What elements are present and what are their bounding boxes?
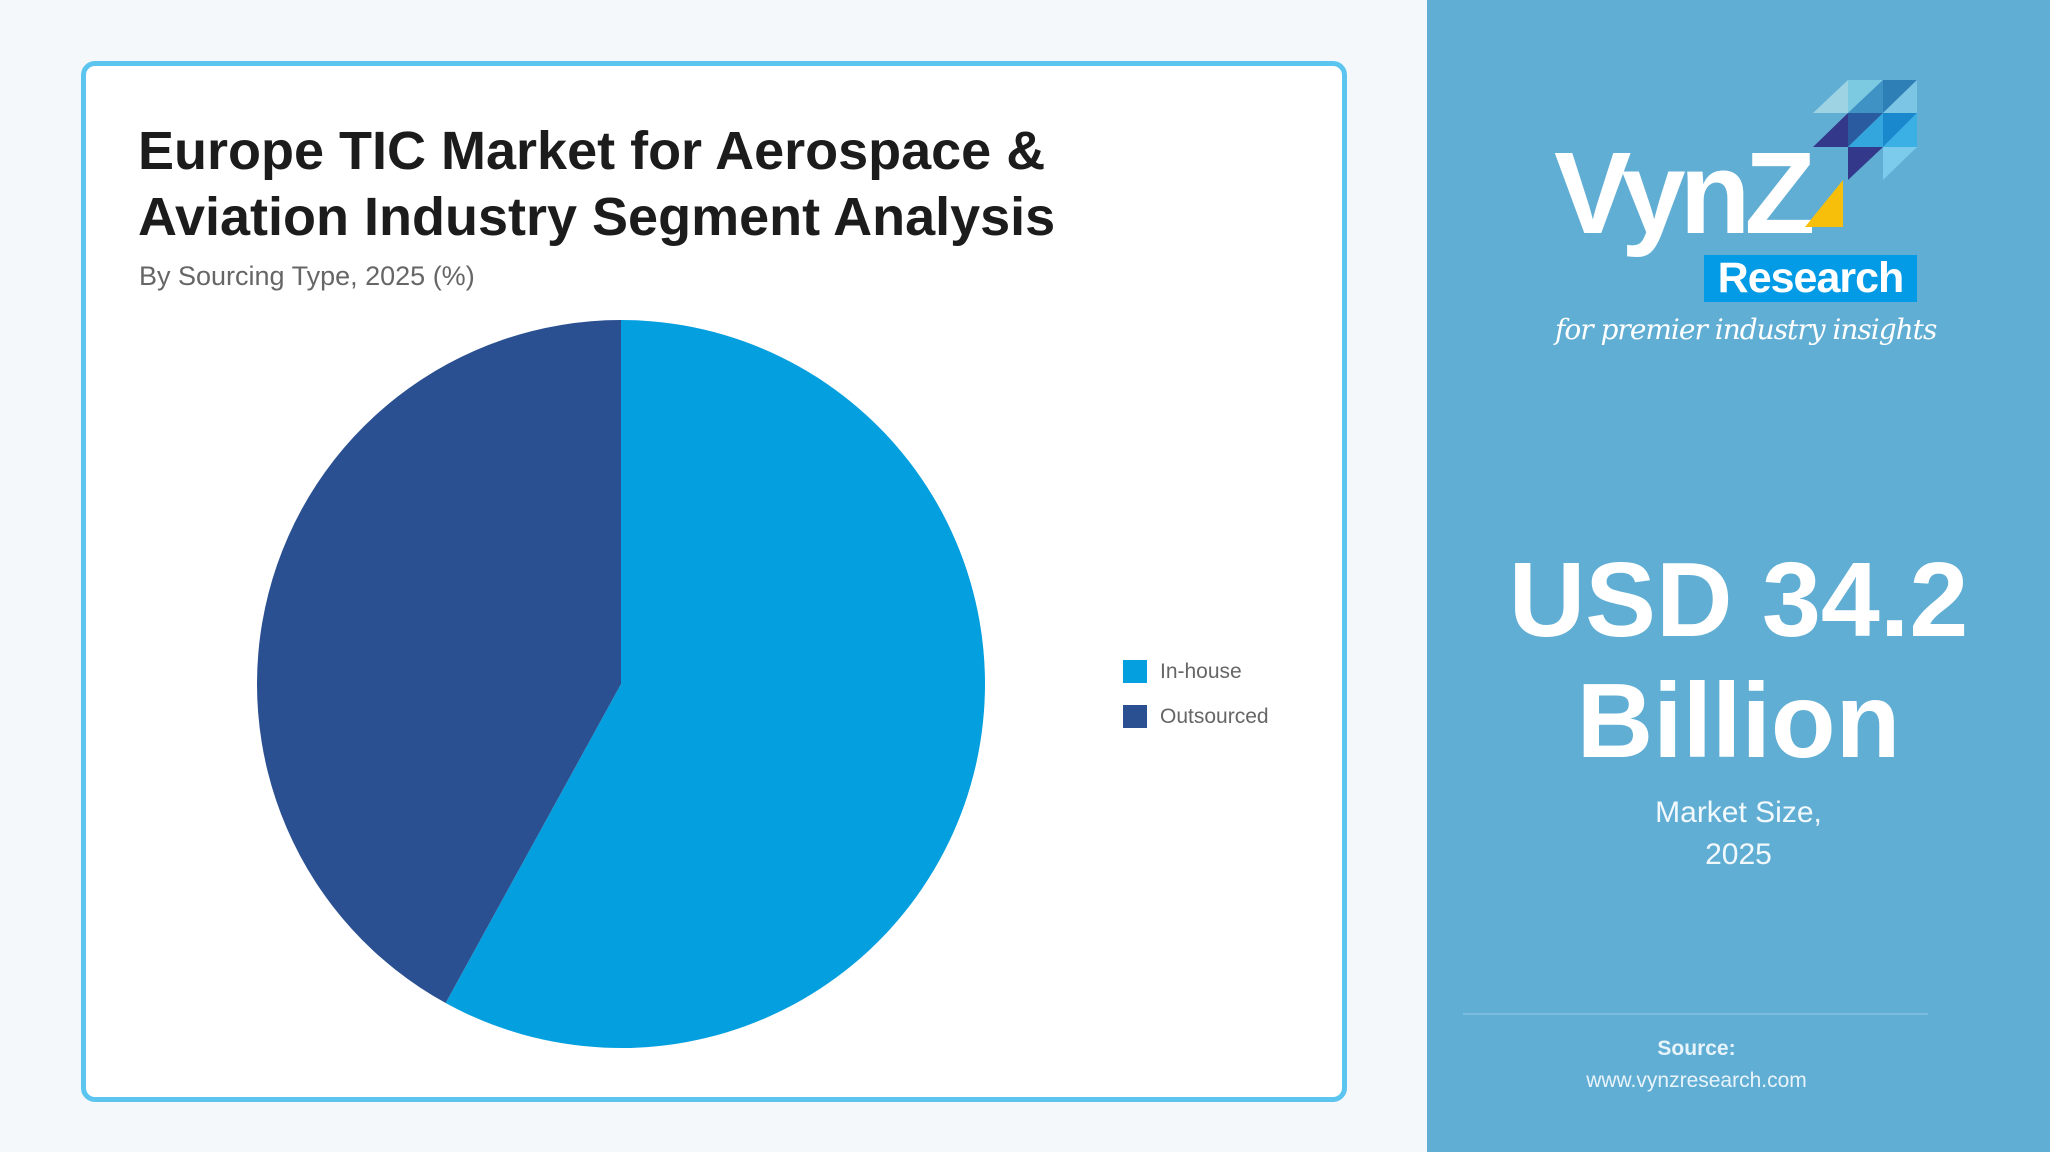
legend-label-in-house: In-house [1160, 659, 1242, 683]
source-label: Source: [1657, 1037, 1736, 1060]
triangle-mosaic-icon [1813, 80, 1917, 180]
chart-legend: In-house Outsourced [1123, 649, 1269, 739]
logo-yellow-triangle-icon [1805, 180, 1843, 227]
market-size-label-line-2: 2025 [1705, 838, 1772, 871]
legend-label-outsourced: Outsourced [1160, 704, 1269, 728]
vynz-research-logo: VynZ Research for premier industry insig… [1427, 0, 2050, 360]
info-panel: VynZ Research for premier industry insig… [1427, 0, 2050, 1152]
source-link[interactable]: www.vynzresearch.com [1586, 1069, 1807, 1092]
market-size-value: USD 34.2 Billion [1427, 540, 2050, 782]
legend-item-outsourced[interactable]: Outsourced [1123, 694, 1269, 739]
pie-slice-outsourced[interactable] [256, 320, 621, 1003]
pie-slice-in-house[interactable] [445, 319, 985, 1048]
legend-item-in-house[interactable]: In-house [1123, 649, 1269, 694]
chart-card: Europe TIC Market for Aerospace & Aviatio… [81, 61, 1347, 1102]
chart-title: Europe TIC Market for Aerospace & Aviatio… [138, 118, 1055, 250]
pie-chart [256, 319, 985, 1048]
logo-wordmark: VynZ [1554, 128, 1815, 258]
legend-swatch-outsourced [1123, 705, 1147, 728]
source-divider [1463, 1013, 1928, 1015]
market-size-value-line-1: USD 34.2 [1508, 541, 1969, 659]
logo-research-badge: Research [1704, 255, 1917, 302]
chart-title-line-2: Aviation Industry Segment Analysis [138, 187, 1056, 247]
market-size-value-line-2: Billion [1576, 662, 1901, 780]
legend-swatch-in-house [1123, 660, 1147, 683]
chart-subtitle: By Sourcing Type, 2025 (%) [139, 261, 475, 291]
chart-title-line-1: Europe TIC Market for Aerospace & [138, 121, 1046, 181]
market-size-label-line-1: Market Size, [1655, 796, 1822, 829]
market-size-label: Market Size, 2025 [1427, 792, 2050, 876]
logo-tagline: for premier industry insights [1555, 313, 1937, 346]
